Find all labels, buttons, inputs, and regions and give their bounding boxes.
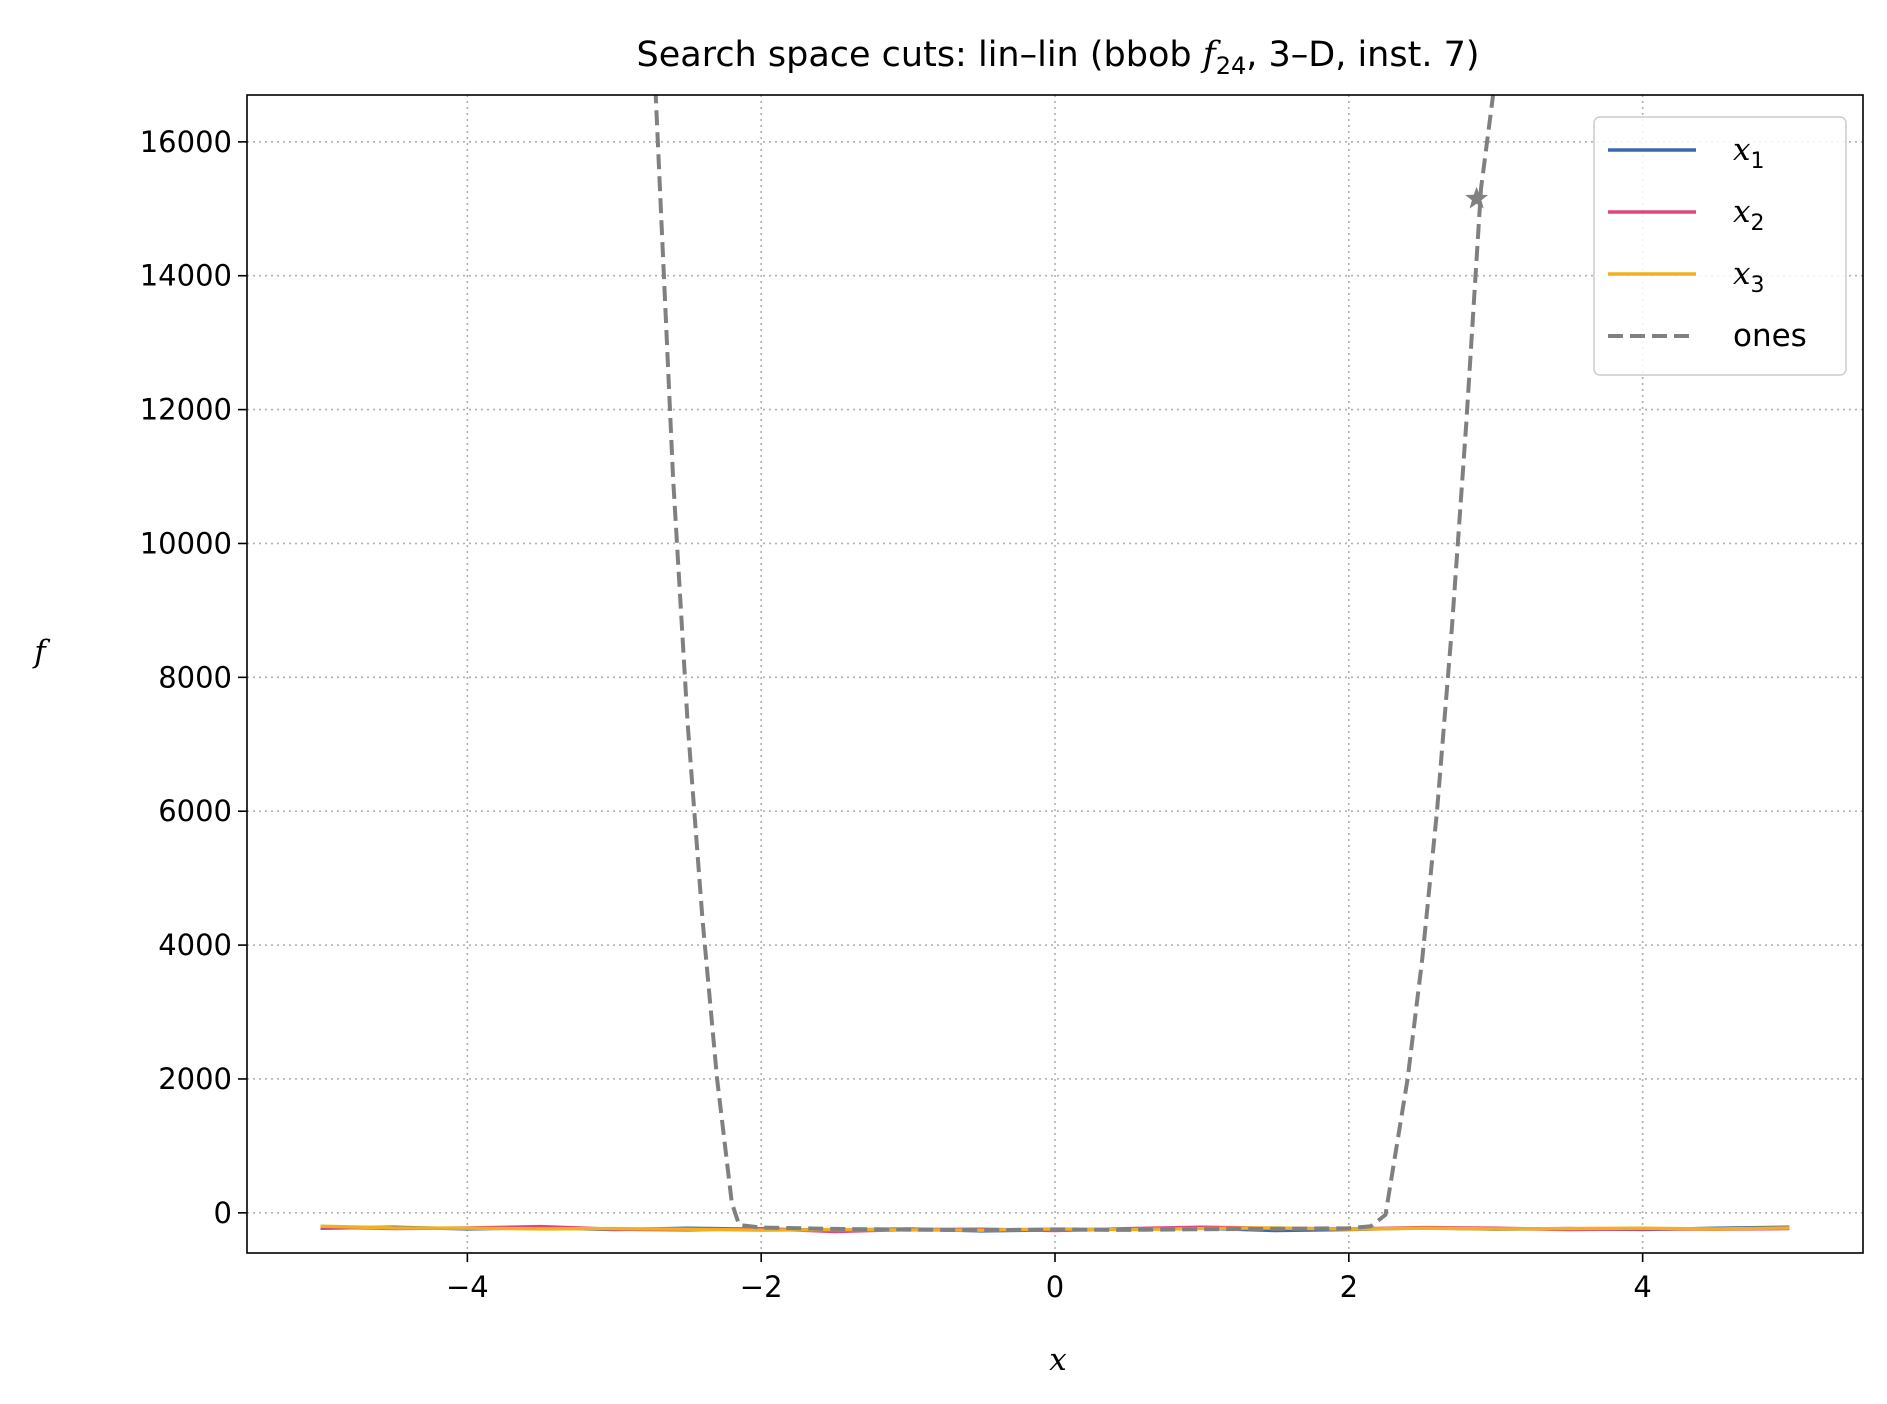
title-suffix: , 3–D, inst. 7): [1246, 35, 1479, 75]
legend-label-ones: ones: [1733, 318, 1807, 354]
y-tick-label: 12000: [140, 393, 232, 427]
y-tick-label: 8000: [158, 660, 232, 694]
legend-label-x2: x2: [1733, 194, 1764, 236]
chart-title: Search space cuts: lin–lin (bbob f24, 3–…: [637, 35, 1480, 80]
y-tick-label: 14000: [140, 259, 232, 293]
y-tick-label: 4000: [158, 928, 232, 962]
y-tick-label: 10000: [140, 526, 232, 560]
legend: x1 x2 x3 ones: [1593, 116, 1847, 376]
legend-box: [1593, 116, 1847, 376]
x-tick-label: 0: [1046, 1270, 1064, 1304]
y-tick-label: 0: [214, 1196, 232, 1230]
series-layer: [320, 95, 1790, 1234]
x-tick-label: −2: [740, 1270, 783, 1304]
legend-label-x1: x1: [1733, 132, 1764, 174]
x-tick-label: 2: [1340, 1270, 1358, 1304]
ticks: −4 −2 0 2 4 0 2000 4000 6000 8000 10000 12000 14000 1…: [140, 125, 1652, 1304]
x-tick-label: −4: [446, 1270, 489, 1304]
star-marker: [1465, 186, 1488, 209]
legend-label-x3: x3: [1733, 256, 1764, 298]
x-tick-label: 4: [1633, 1270, 1651, 1304]
series-line-ones: [653, 95, 1496, 1233]
title-func-subscript: 24: [1216, 52, 1247, 80]
y-tick-label: 6000: [158, 794, 232, 828]
series-clip-group: [320, 95, 1790, 1234]
y-tick-label: 2000: [158, 1062, 232, 1096]
y-tick-label: 16000: [140, 125, 232, 159]
x-axis-label: x: [1049, 1342, 1067, 1378]
title-prefix: Search space cuts: lin–lin (bbob: [637, 35, 1203, 75]
